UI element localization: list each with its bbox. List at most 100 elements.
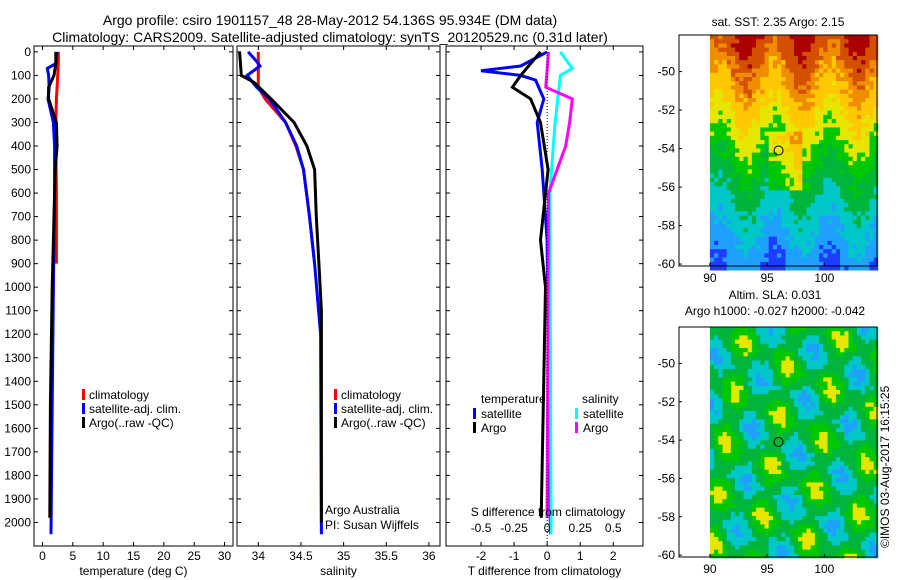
map-cell <box>856 532 862 538</box>
map-cell <box>718 207 723 212</box>
map-cell <box>823 89 828 95</box>
map-cell <box>760 524 765 529</box>
map-cell <box>768 177 774 183</box>
x2-tick-label: -0.5 <box>471 521 492 535</box>
map-cell <box>751 490 757 496</box>
map-cell <box>730 545 736 550</box>
map-cell <box>798 47 803 53</box>
map-cell <box>781 490 786 496</box>
map-cell <box>751 215 757 221</box>
map-y-tick-label: -60 <box>658 548 676 562</box>
map-cell <box>747 520 753 525</box>
map-cell <box>751 398 757 403</box>
map-cell <box>873 385 879 391</box>
map-cell <box>747 524 753 529</box>
map-cell <box>831 257 837 263</box>
map-cell <box>735 81 740 86</box>
map-cell <box>789 186 795 191</box>
map-cell <box>856 373 862 378</box>
map-cell <box>735 236 740 242</box>
map-cell <box>709 114 715 120</box>
map-cell <box>861 51 866 57</box>
map-x-tick-label: 100 <box>814 271 834 285</box>
map-cell <box>823 532 828 538</box>
map-cell <box>777 123 782 128</box>
map-cell <box>865 482 870 487</box>
map-cell <box>760 182 765 187</box>
map-cell <box>810 77 816 82</box>
map-cell <box>726 360 732 366</box>
map-cell <box>781 119 786 124</box>
map-cell <box>819 253 824 258</box>
map-cell <box>714 173 719 179</box>
map-cell <box>873 165 879 170</box>
map-cell <box>730 165 736 170</box>
map-cell <box>819 169 824 174</box>
map-cell <box>781 198 786 204</box>
map-cell <box>814 198 820 204</box>
map-cell <box>873 140 879 145</box>
map-cell <box>861 232 866 237</box>
map-cell <box>764 249 769 254</box>
map-cell <box>764 203 769 208</box>
map-cell <box>835 35 841 40</box>
map-cell <box>835 85 841 90</box>
map-cell <box>852 331 858 336</box>
map-cell <box>789 249 795 254</box>
map-cell <box>848 51 853 57</box>
map-cell <box>764 465 769 471</box>
map-cell <box>772 114 778 120</box>
map-cell <box>760 553 765 559</box>
map-cell <box>789 106 795 111</box>
map-cell <box>722 219 727 225</box>
y-tick-label: 1500 <box>4 398 31 412</box>
map-cell <box>726 140 732 145</box>
map-cell <box>848 47 853 53</box>
map-cell <box>865 465 870 471</box>
map-cell <box>848 436 853 441</box>
map-cell <box>739 545 744 550</box>
map-cell <box>869 148 874 153</box>
map-cell <box>718 228 723 233</box>
map-cell <box>819 240 824 246</box>
map-cell <box>760 516 765 521</box>
map-cell <box>844 524 849 529</box>
map-cell <box>831 516 837 521</box>
map-cell <box>768 402 774 408</box>
map-cell <box>802 127 807 132</box>
map-cell <box>823 152 828 158</box>
map-cell <box>831 64 837 69</box>
map-cell <box>852 232 858 237</box>
map-cell <box>806 51 811 57</box>
map-cell <box>852 343 858 349</box>
map-cell <box>798 123 803 128</box>
map-cell <box>835 93 841 99</box>
map-cell <box>709 56 715 61</box>
map-cell <box>772 72 778 78</box>
map-cell <box>819 110 824 116</box>
map-cell <box>840 495 845 500</box>
map-cell <box>760 461 765 466</box>
map-cell <box>865 106 870 111</box>
map-cell <box>861 427 866 433</box>
map-cell <box>827 453 832 458</box>
map-cell <box>873 228 879 233</box>
map-cell <box>739 47 744 53</box>
map-cell <box>714 123 719 128</box>
map-cell <box>709 348 715 353</box>
map-cell <box>739 457 744 462</box>
map-cell <box>840 190 845 195</box>
map-cell <box>827 402 832 408</box>
map-cell <box>865 98 870 103</box>
map-cell <box>785 245 790 250</box>
map-cell <box>861 102 866 107</box>
map-cell <box>814 64 820 69</box>
map-cell <box>777 356 782 361</box>
map-cell <box>793 203 799 208</box>
map-cell <box>806 173 811 179</box>
map-cell <box>873 339 879 345</box>
map-cell <box>726 348 732 353</box>
map-cell <box>743 186 748 191</box>
map-cell <box>756 266 761 271</box>
map-cell <box>852 245 858 250</box>
